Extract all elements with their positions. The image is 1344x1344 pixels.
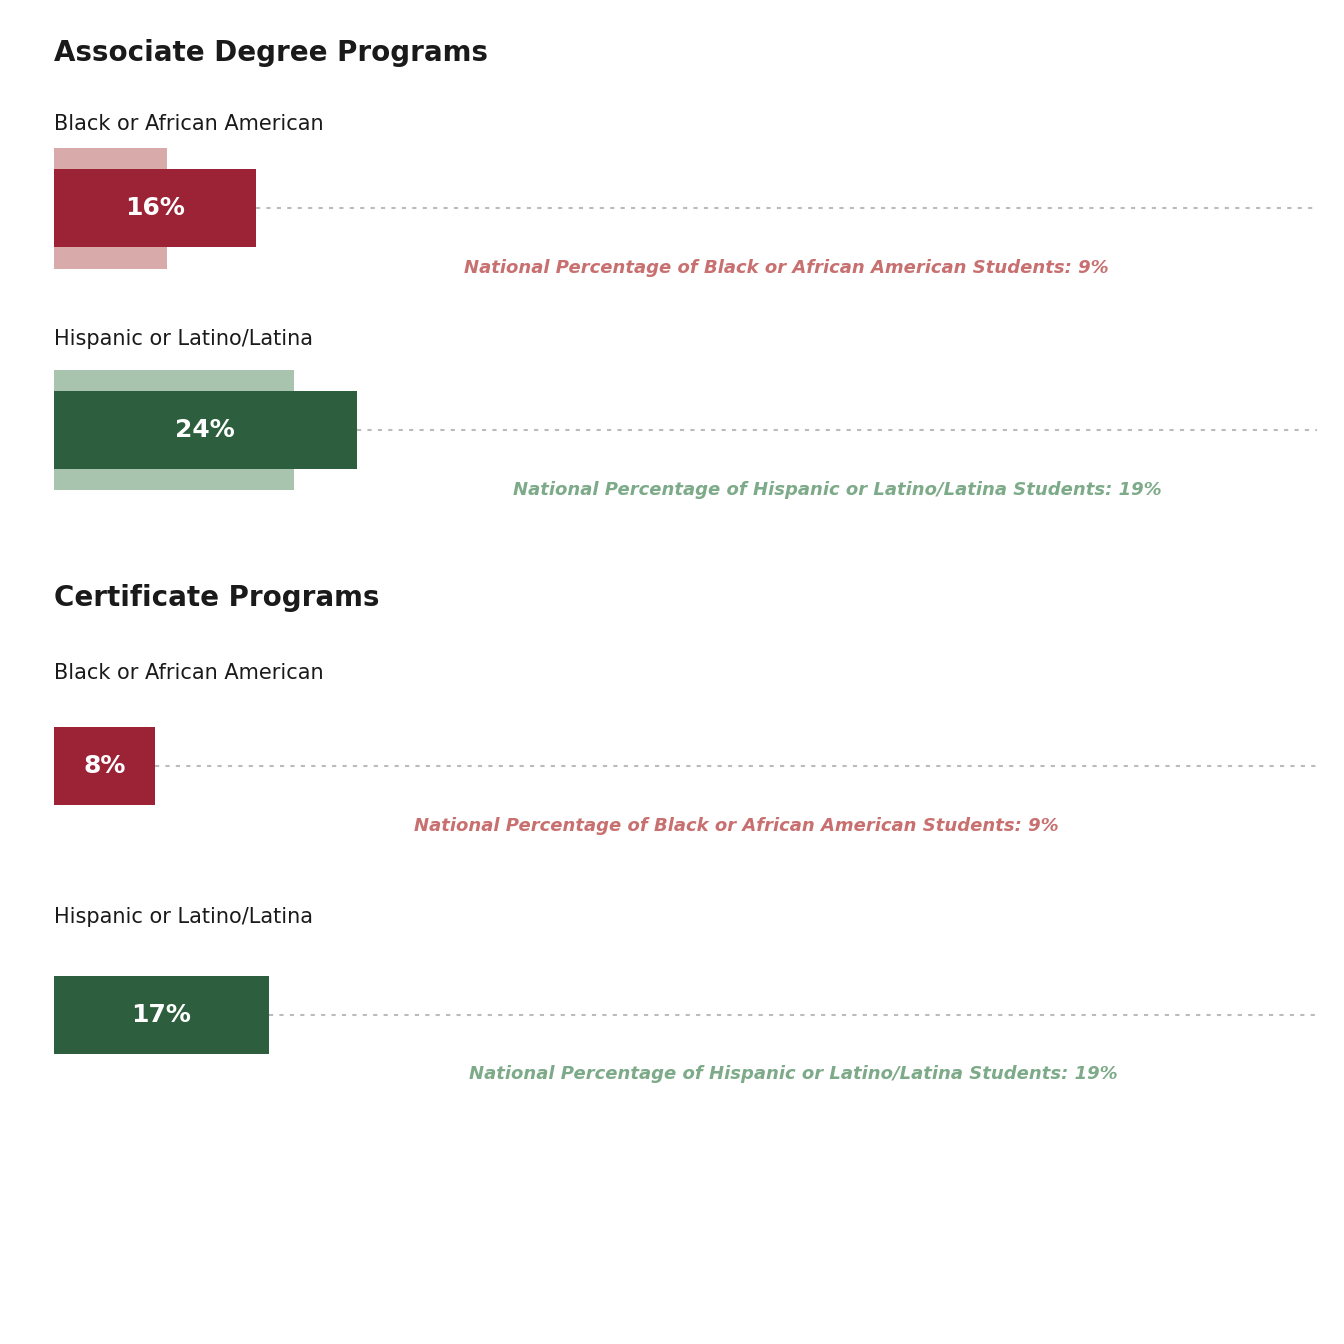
Text: 24%: 24% — [176, 418, 235, 442]
Bar — [54, 391, 358, 469]
Text: Certificate Programs: Certificate Programs — [54, 583, 379, 612]
Bar — [54, 370, 294, 491]
Text: 17%: 17% — [132, 1003, 191, 1027]
Bar — [54, 976, 269, 1054]
Text: Associate Degree Programs: Associate Degree Programs — [54, 39, 488, 67]
Text: Black or African American: Black or African American — [54, 663, 324, 683]
Bar — [54, 148, 168, 269]
Bar — [54, 727, 155, 805]
Text: National Percentage of Black or African American Students: 9%: National Percentage of Black or African … — [464, 259, 1109, 277]
Text: Hispanic or Latino/Latina: Hispanic or Latino/Latina — [54, 907, 313, 927]
Bar — [54, 169, 255, 247]
Text: 8%: 8% — [83, 754, 125, 778]
Text: Hispanic or Latino/Latina: Hispanic or Latino/Latina — [54, 329, 313, 349]
Text: National Percentage of Hispanic or Latino/Latina Students: 19%: National Percentage of Hispanic or Latin… — [512, 481, 1161, 499]
Text: Black or African American: Black or African American — [54, 114, 324, 134]
Text: National Percentage of Black or African American Students: 9%: National Percentage of Black or African … — [414, 817, 1058, 835]
Text: 16%: 16% — [125, 196, 184, 220]
Text: National Percentage of Hispanic or Latino/Latina Students: 19%: National Percentage of Hispanic or Latin… — [469, 1066, 1117, 1083]
